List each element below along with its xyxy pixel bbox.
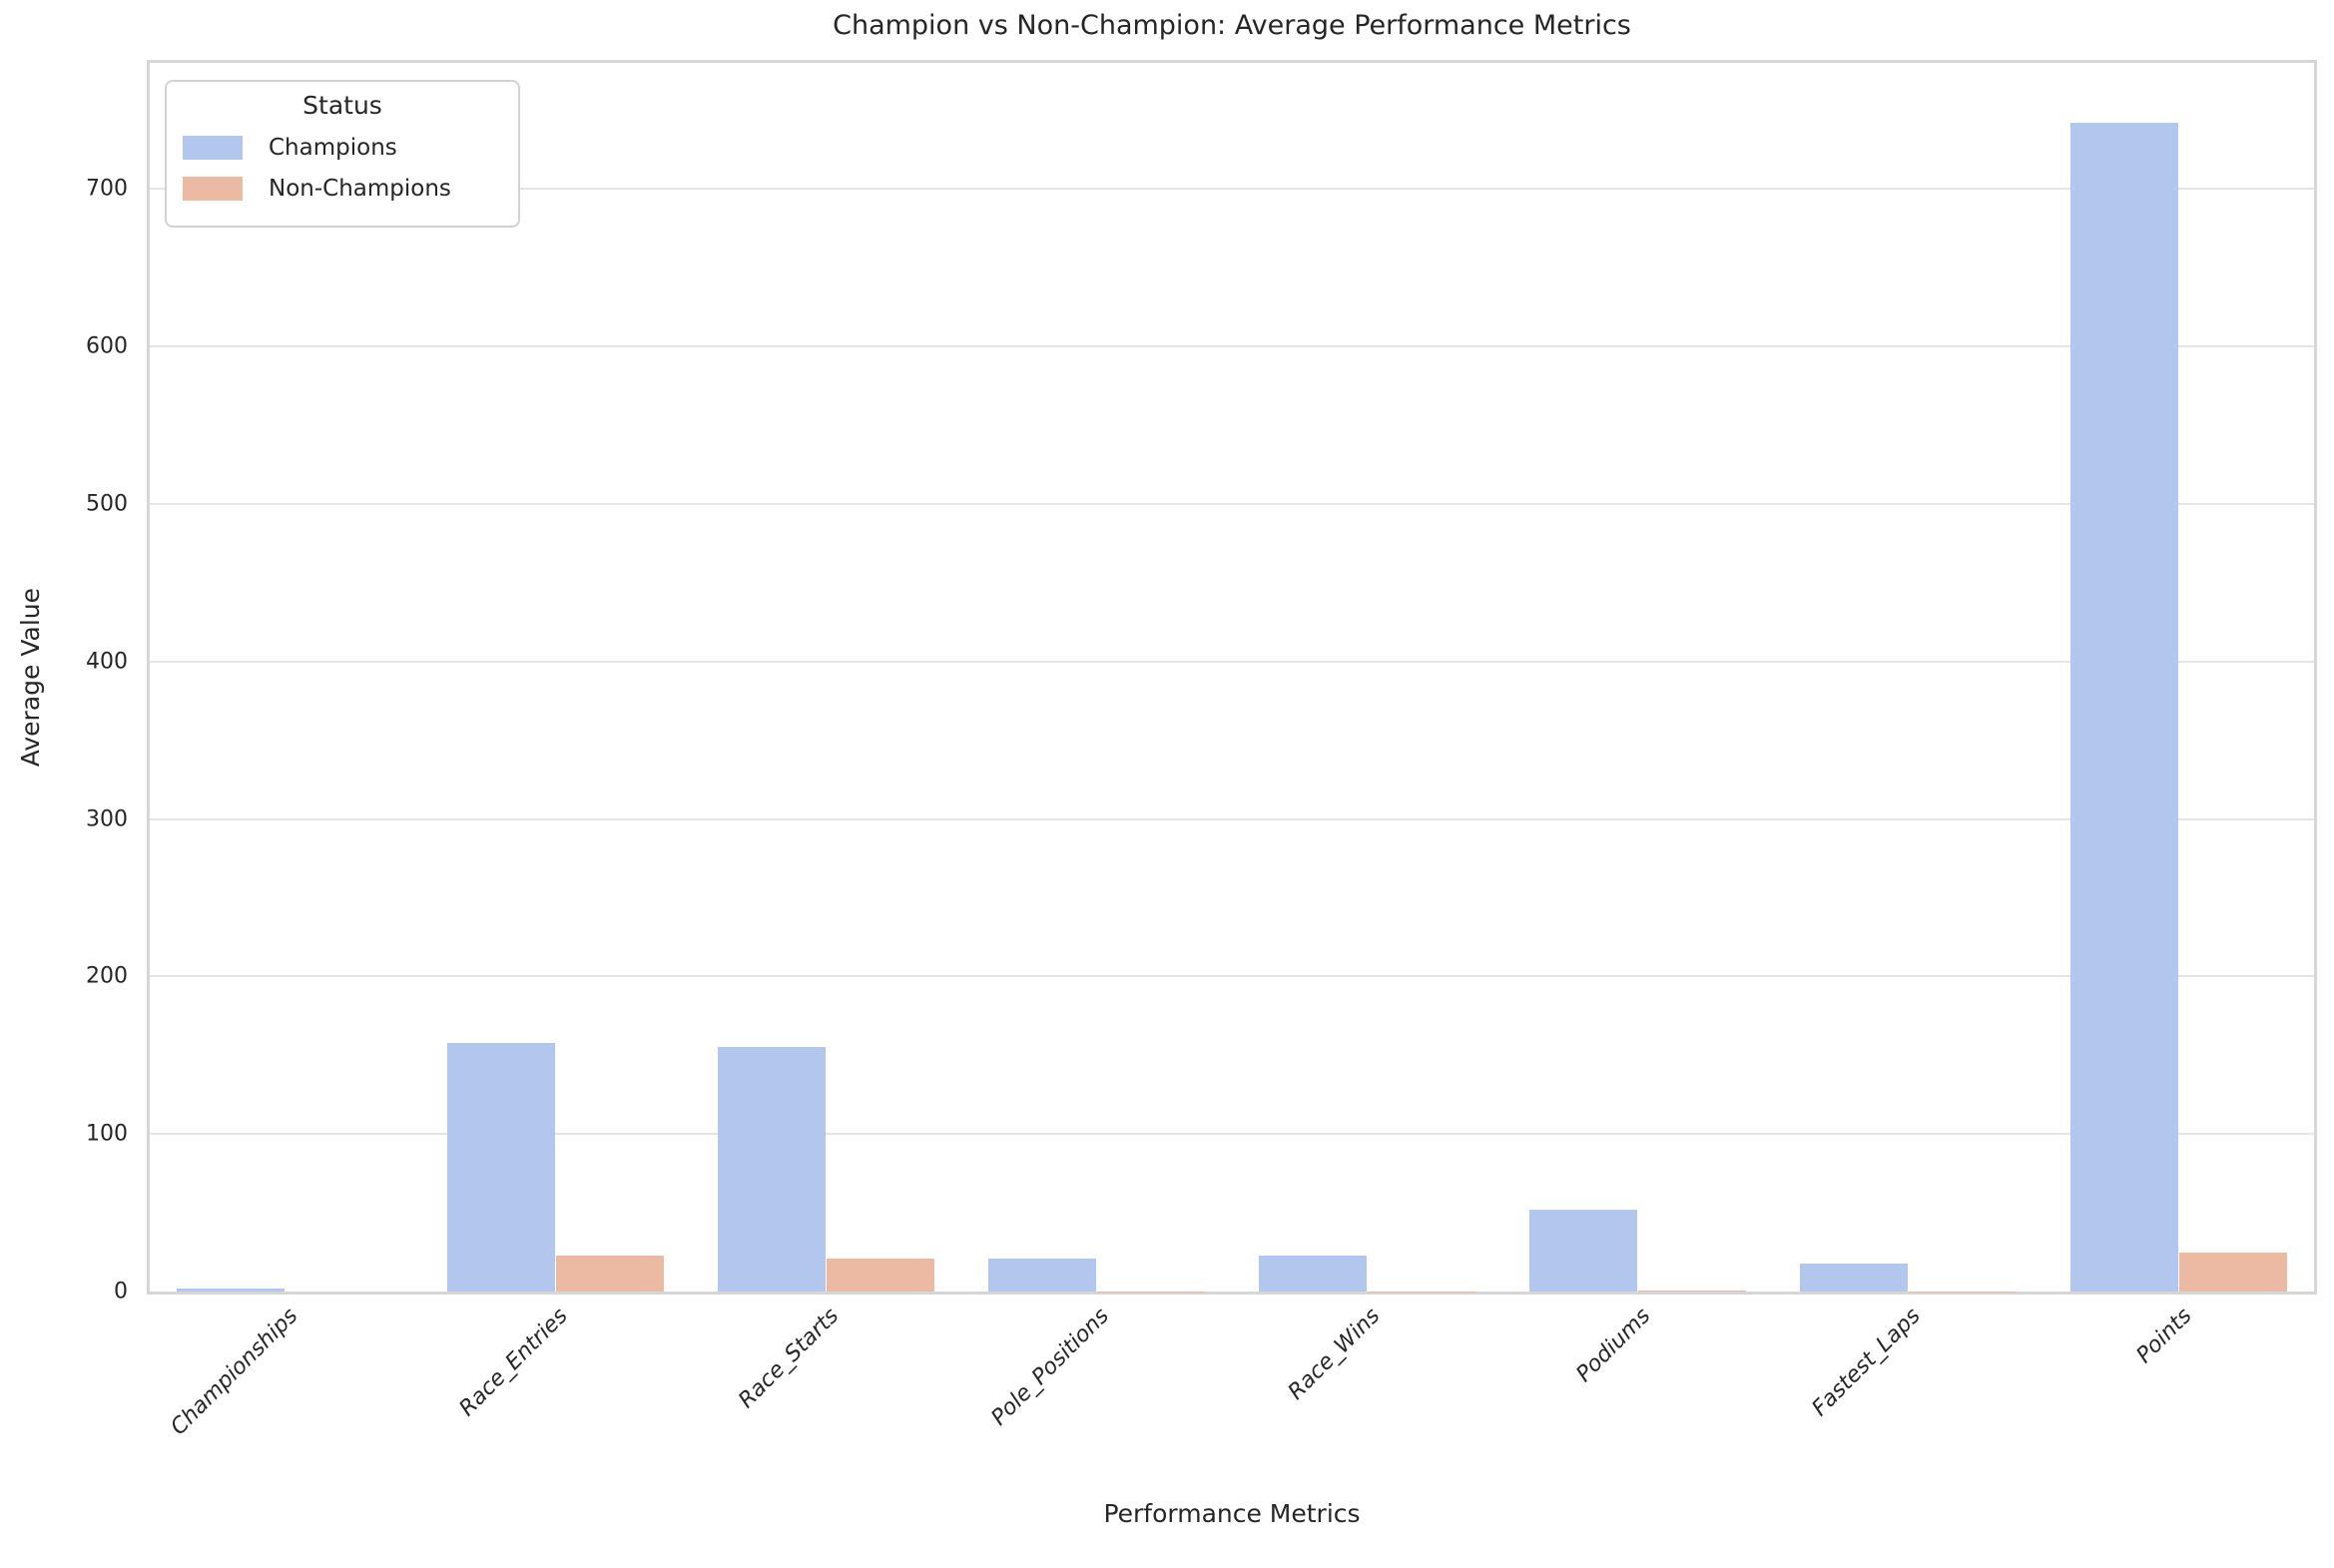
gridline-100 [150, 1133, 2314, 1136]
x-tick-race_starts: Race_Starts [734, 1304, 845, 1414]
y-axis-label: Average Value [16, 63, 45, 1292]
bar-champions-race_wins [1259, 1255, 1368, 1292]
bar-champions-race_starts [718, 1047, 827, 1292]
legend-item-non-champions: Non-Champions [183, 176, 518, 202]
bar-champions-championships [177, 1289, 286, 1292]
gridline-400 [150, 660, 2314, 663]
y-tick-200: 200 [86, 963, 128, 989]
y-tick-300: 300 [86, 806, 128, 832]
x-tick-fastest_laps: Fastest_Laps [1808, 1304, 1927, 1422]
bar-champions-points [2070, 122, 2179, 1292]
plot-area [150, 63, 2314, 1292]
y-tick-600: 600 [86, 333, 128, 359]
y-tick-500: 500 [86, 491, 128, 517]
bar-champions-pole_positions [988, 1258, 1097, 1292]
bar-non-champions-race_starts [826, 1258, 934, 1292]
x-tick-podiums: Podiums [1571, 1304, 1656, 1387]
x-tick-race_wins: Race_Wins [1283, 1304, 1386, 1405]
x-tick-pole_positions: Pole_Positions [986, 1304, 1115, 1431]
bar-champions-podiums [1529, 1209, 1638, 1292]
y-axis-label-text: Average Value [16, 587, 45, 768]
gridline-600 [150, 345, 2314, 348]
x-axis-label: Performance Metrics [1103, 1499, 1361, 1528]
bar-champions-race_entries [447, 1042, 556, 1292]
legend-label-non-champions: Non-Champions [269, 176, 451, 202]
gridline-700 [150, 188, 2314, 191]
x-tick-points: Points [2131, 1304, 2197, 1368]
legend-swatch-champions [183, 136, 243, 160]
y-tick-400: 400 [86, 649, 128, 675]
gridline-200 [150, 975, 2314, 978]
y-tick-0: 0 [114, 1279, 128, 1305]
bar-non-champions-podiums [1637, 1291, 1746, 1292]
x-tick-championships: Championships [166, 1304, 303, 1440]
legend: Status Champions Non-Champions [165, 80, 520, 228]
legend-swatch-non-champions [183, 177, 243, 201]
chart-title: Champion vs Non-Champion: Average Perfor… [833, 10, 1631, 41]
bar-champions-fastest_laps [1800, 1263, 1909, 1292]
y-tick-100: 100 [86, 1121, 128, 1147]
y-tick-700: 700 [86, 176, 128, 202]
legend-item-champions: Champions [183, 135, 518, 161]
gridline-300 [150, 817, 2314, 820]
legend-label-champions: Champions [269, 135, 397, 161]
bar-non-champions-points [2178, 1252, 2287, 1292]
bar-non-champions-race_entries [555, 1255, 664, 1292]
gridline-500 [150, 502, 2314, 505]
legend-title: Status [302, 91, 382, 120]
x-tick-race_entries: Race_Entries [455, 1304, 574, 1422]
